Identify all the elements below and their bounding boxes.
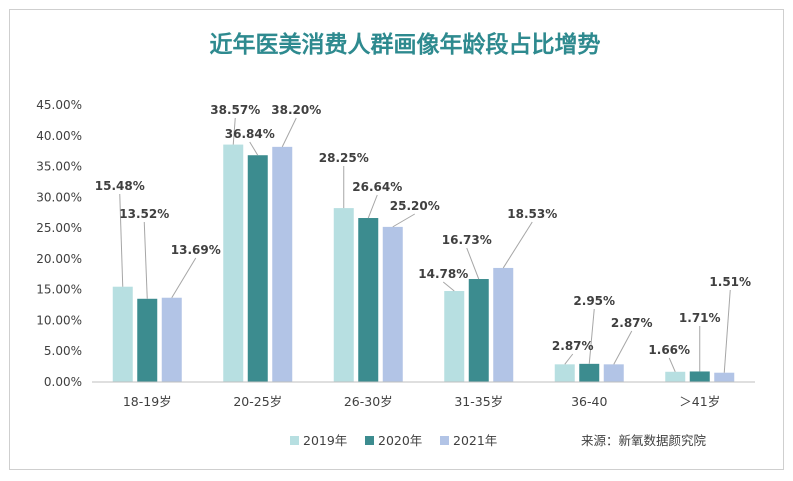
- x-tick-label: 18-19岁: [123, 394, 172, 409]
- data-label: 16.73%: [442, 233, 492, 247]
- data-label: 25.20%: [390, 199, 440, 213]
- leader-line: [564, 353, 574, 365]
- y-tick-label: 20.00%: [36, 252, 82, 266]
- bar: [358, 218, 379, 382]
- bar: [579, 363, 600, 382]
- bar: [554, 364, 575, 382]
- data-label: 1.66%: [648, 343, 690, 357]
- leader-line: [588, 308, 595, 364]
- data-label: 38.20%: [271, 103, 321, 117]
- y-tick-label: 15.00%: [36, 283, 82, 297]
- x-tick-label: 26-30岁: [344, 394, 393, 409]
- leader-line: [281, 117, 297, 148]
- leader-line: [723, 289, 731, 373]
- data-label: 14.78%: [418, 267, 468, 281]
- leader-lines: [119, 117, 731, 373]
- bar: [161, 297, 182, 382]
- leader-line: [119, 193, 124, 287]
- bar: [137, 298, 158, 382]
- bar: [714, 372, 735, 382]
- x-tick-label: ＞41岁: [679, 394, 720, 409]
- legend-swatch: [365, 436, 374, 445]
- x-tick-label: 20-25岁: [233, 394, 282, 409]
- bar: [603, 364, 624, 382]
- bar: [665, 371, 686, 382]
- bar: [247, 155, 268, 382]
- legend-label: 2019年: [303, 433, 347, 448]
- legend-label: 2020年: [378, 433, 422, 448]
- y-tick-label: 0.00%: [44, 375, 82, 389]
- x-axis: 18-19岁 20-25岁 26-30岁 31-35岁 36-40 ＞41岁: [123, 394, 720, 409]
- data-label: 13.69%: [171, 243, 221, 257]
- leader-line: [249, 141, 259, 156]
- data-label: 1.71%: [679, 311, 721, 325]
- legend-swatch: [290, 436, 299, 445]
- legend: 2019年 2020年 2021年: [290, 433, 497, 448]
- leader-line: [613, 330, 633, 365]
- data-label: 26.64%: [352, 180, 402, 194]
- leader-line: [442, 281, 455, 292]
- y-tick-label: 40.00%: [36, 129, 82, 143]
- y-tick-label: 25.00%: [36, 221, 82, 235]
- leader-line: [392, 213, 416, 228]
- chart-title: 近年医美消费人群画像年龄段占比增势: [210, 31, 601, 58]
- data-label: 2.95%: [573, 294, 615, 308]
- legend-swatch: [440, 436, 449, 445]
- legend-label: 2021年: [453, 433, 497, 448]
- bar: [382, 226, 403, 382]
- bar: [223, 144, 244, 382]
- leader-line: [143, 221, 148, 299]
- bar: [444, 291, 465, 382]
- source-note: 来源：新氧数据颜究院: [581, 433, 707, 448]
- bar: [272, 146, 293, 382]
- bar: [112, 286, 133, 382]
- y-tick-label: 30.00%: [36, 190, 82, 204]
- data-label: 18.53%: [507, 207, 557, 221]
- leader-line: [171, 257, 197, 298]
- bar: [493, 267, 514, 382]
- data-label: 36.84%: [225, 127, 275, 141]
- leader-line: [367, 194, 378, 219]
- data-label: 13.52%: [119, 207, 169, 221]
- leader-line: [466, 247, 480, 280]
- y-tick-label: 5.00%: [44, 344, 82, 358]
- leader-line: [668, 357, 676, 372]
- leader-line: [502, 221, 533, 269]
- y-tick-label: 10.00%: [36, 313, 82, 327]
- bar: [689, 371, 710, 382]
- data-label: 15.48%: [95, 179, 145, 193]
- data-label: 2.87%: [552, 339, 594, 353]
- data-label: 1.51%: [709, 275, 751, 289]
- leader-line: [232, 117, 236, 145]
- data-label: 2.87%: [611, 316, 653, 330]
- bars: [112, 144, 735, 382]
- x-tick-label: 31-35岁: [454, 394, 503, 409]
- x-tick-label: 36-40: [571, 394, 607, 409]
- data-labels: 15.48% 38.57% 28.25% 14.78% 2.87% 1.66% 13.52%…: [95, 103, 751, 357]
- bar: [333, 208, 354, 382]
- data-label: 28.25%: [319, 151, 369, 165]
- bar: [468, 279, 489, 382]
- y-tick-label: 45.00%: [36, 98, 82, 112]
- y-axis: 0.00% 5.00% 10.00% 15.00% 20.00% 25.00% 30.00%…: [36, 98, 82, 389]
- data-label: 38.57%: [210, 103, 260, 117]
- y-tick-label: 35.00%: [36, 160, 82, 174]
